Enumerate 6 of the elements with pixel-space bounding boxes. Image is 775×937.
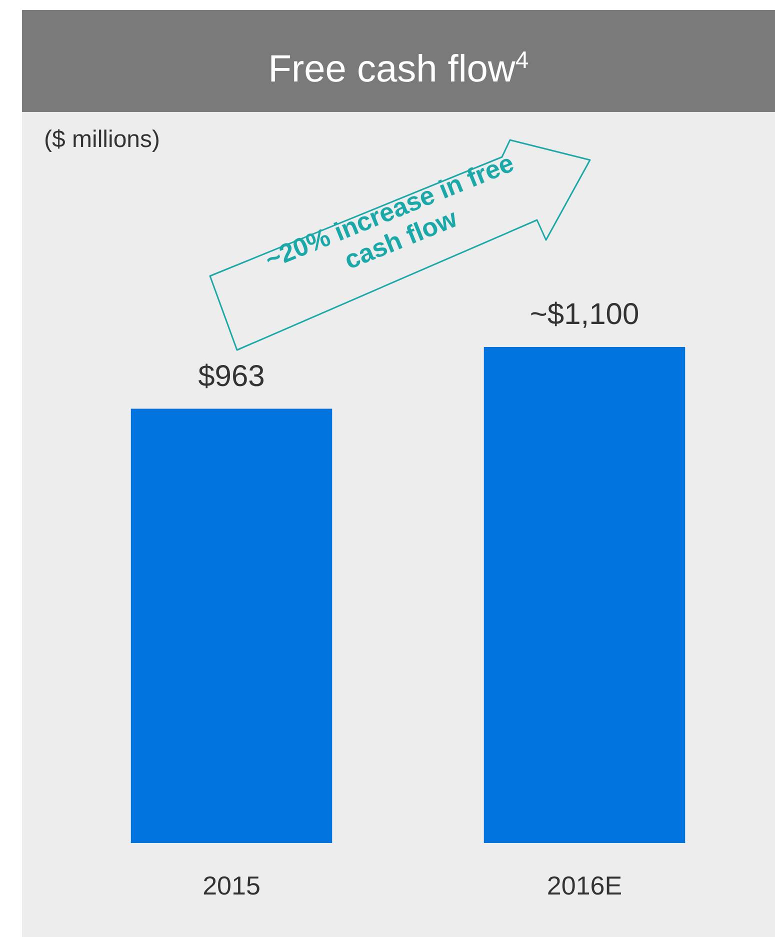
- chart-subtitle: ($ millions): [44, 126, 160, 154]
- x-tick-label: 2016E: [546, 870, 622, 900]
- chart-title: Free cash flow$^{4}$: [22, 10, 775, 112]
- data-label: $963: [198, 360, 265, 393]
- data-label: ~$1,100: [530, 298, 640, 331]
- x-tick-label: 2015: [202, 870, 260, 900]
